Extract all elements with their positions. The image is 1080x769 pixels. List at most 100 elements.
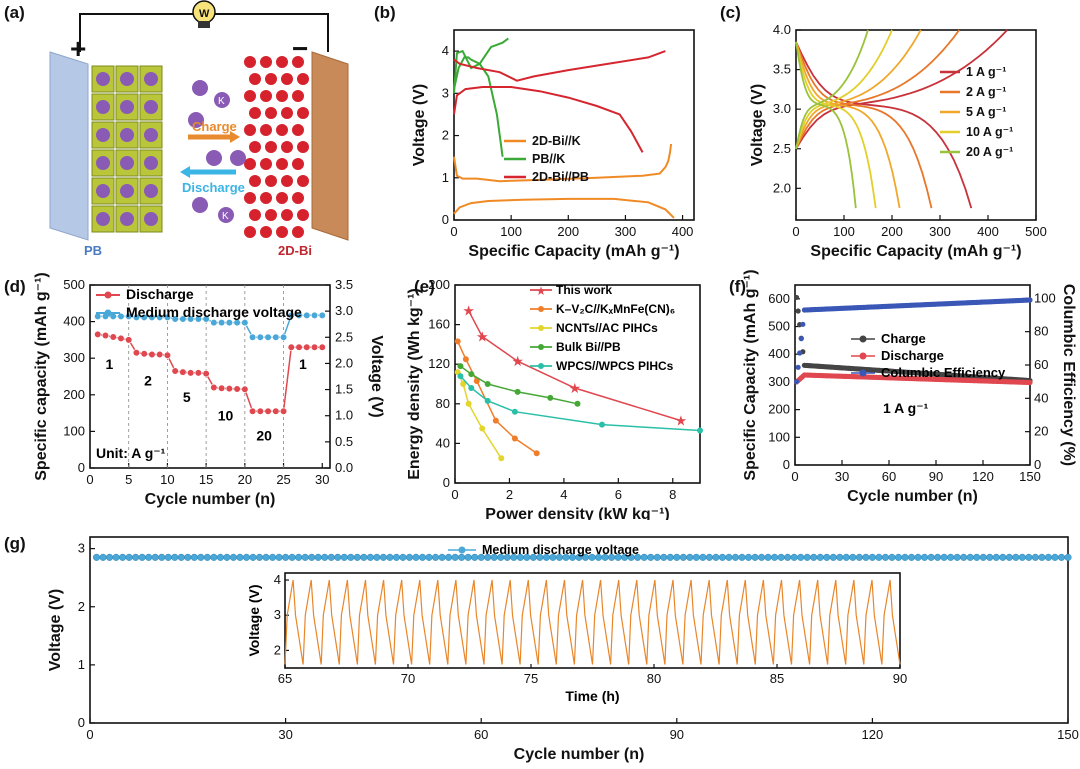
data-point	[966, 553, 974, 561]
bi-atom	[292, 124, 304, 136]
data-point	[940, 553, 948, 561]
panel-label: (d)	[4, 277, 26, 296]
data-point	[777, 553, 785, 561]
bi-layered-structure	[244, 56, 309, 238]
bi-atom	[260, 192, 272, 204]
y-tick-label: 1	[78, 657, 85, 672]
data-point	[418, 553, 427, 561]
data-point	[511, 408, 518, 415]
data-point	[287, 343, 295, 351]
x-axis-title: Cycle number (n)	[847, 488, 978, 505]
data-point	[679, 553, 687, 561]
bi-atom	[292, 192, 304, 204]
data-point	[462, 356, 469, 363]
legend-marker: ★	[536, 284, 547, 298]
y2-tick-label: 2.0	[335, 355, 353, 370]
y-tick-label: 2.0	[773, 180, 791, 195]
bi-atom	[276, 124, 288, 136]
x-tick-label: 0	[791, 469, 798, 484]
data-point	[164, 553, 172, 561]
panel-label: (e)	[414, 277, 435, 296]
x-tick-label: 120	[972, 469, 994, 484]
y-tick-label: 0	[78, 460, 85, 475]
data-point	[979, 553, 987, 561]
x-tick-label: 200	[881, 224, 903, 239]
data-point	[303, 311, 311, 319]
data-point	[94, 312, 102, 320]
y-tick-label: 4	[442, 43, 449, 58]
y2-tick-label: 20	[1034, 424, 1048, 439]
data-point	[158, 553, 166, 561]
data-point	[233, 319, 241, 327]
light-bulb-icon: W	[192, 0, 216, 28]
data-point	[1051, 553, 1059, 561]
x-tick-label: 400	[672, 224, 694, 239]
k-ion-label: K	[222, 211, 229, 222]
data-point	[457, 363, 464, 370]
y2-tick-label: 1.5	[335, 382, 353, 397]
data-point	[468, 371, 475, 378]
bi-atom	[292, 158, 304, 170]
y-tick-label: 80	[436, 396, 450, 411]
x-tick-label: 60	[882, 469, 896, 484]
y2-tick-label: 60	[1034, 357, 1048, 372]
charge-curve	[795, 29, 922, 150]
legend-marker	[859, 352, 867, 360]
bi-atom	[281, 73, 293, 85]
panel-a-schematic: (a) W + − KK Charge Discharge PB 2D-Bi	[4, 0, 349, 258]
k-ion	[188, 112, 204, 128]
y-tick-label: 300	[63, 350, 85, 365]
x-tick-label: 0	[450, 224, 457, 239]
data-point	[210, 383, 218, 392]
charge-arrow-icon	[188, 131, 240, 143]
inset-y-tick-label: 3	[274, 607, 281, 622]
bi-atom	[249, 141, 261, 153]
y-tick-label: 40	[436, 435, 450, 450]
data-point	[138, 553, 146, 561]
inset-x-tick-label: 70	[401, 671, 415, 686]
data-point	[533, 450, 540, 457]
charge-label: Charge	[192, 119, 237, 134]
x-tick-label: 500	[1025, 224, 1047, 239]
data-point	[855, 553, 863, 561]
data-point	[1044, 553, 1052, 561]
x-axis-title: Power density (kW kg⁻¹)	[485, 506, 669, 520]
data-point	[738, 553, 746, 561]
data-point	[119, 553, 127, 561]
bi-atom	[249, 209, 261, 221]
data-point	[287, 311, 295, 319]
data-point	[405, 553, 414, 561]
x-tick-label: 5	[125, 472, 132, 487]
y-tick-label: 500	[768, 319, 790, 334]
data-point	[927, 553, 935, 561]
minus-sign: −	[292, 33, 308, 64]
bi-atom	[281, 141, 293, 153]
y-tick-label: 400	[768, 346, 790, 361]
data-point	[163, 351, 172, 359]
data-point	[106, 553, 114, 561]
x-tick-label: 0	[86, 472, 93, 487]
data-point	[829, 553, 837, 561]
data-point	[275, 553, 283, 561]
data-point	[764, 553, 772, 561]
data-point	[295, 553, 303, 561]
data-point	[125, 312, 133, 320]
x-tick-label: 90	[929, 469, 943, 484]
data-point	[868, 553, 876, 561]
data-point	[156, 313, 164, 322]
data-point	[202, 369, 210, 378]
legend-label: K–V₂C//KₓMnFe(CN)₆	[556, 302, 675, 316]
series-line	[457, 341, 538, 454]
plot-frame	[89, 284, 331, 469]
bi-atom	[276, 192, 288, 204]
data-point	[241, 319, 249, 327]
x-tick-label: 90	[670, 727, 684, 742]
y2-tick-label: 3.5	[335, 277, 353, 292]
plot-frame	[454, 284, 701, 484]
y-tick-label: 1	[442, 170, 449, 185]
data-point	[229, 553, 237, 561]
x-tick-label: 100	[500, 224, 522, 239]
